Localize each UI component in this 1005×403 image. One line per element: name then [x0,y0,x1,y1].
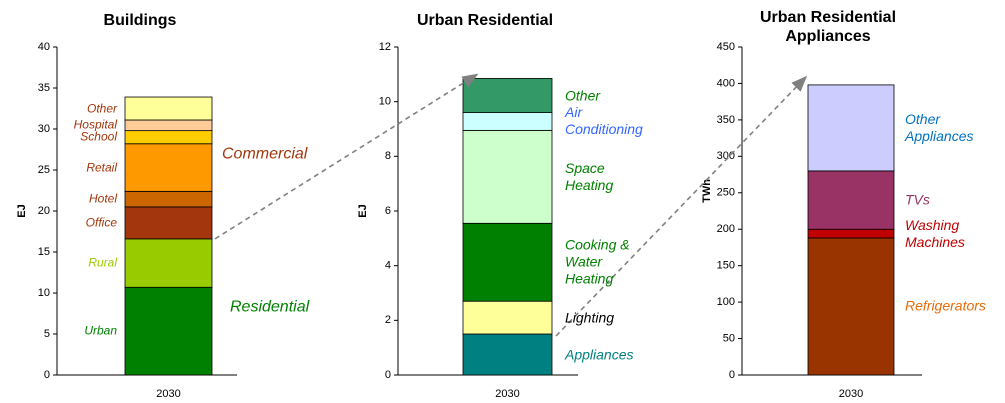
y-tick-label: 8 [385,150,391,162]
segment-label: Refrigerators [905,297,986,314]
y-tick-label: 0 [385,369,391,381]
y-tick-label: 4 [385,260,391,272]
connector-arrow [214,73,479,240]
bar-segment [807,84,895,172]
segment-label: Other [565,87,601,104]
segment-label: Office [85,215,117,230]
bar-segment [124,96,213,121]
bar-segment [462,78,553,114]
y-tick-label: 40 [38,41,50,53]
bar-segment [462,300,553,335]
chart-title: Buildings [103,12,177,29]
segment-label: Air Conditioning [565,104,643,138]
segment-label: Appliances [565,346,634,362]
bar-segment [462,333,553,376]
y-tick-label: 400 [717,77,735,89]
y-tick-label: 50 [723,332,735,344]
segment-label: Hotel [88,191,117,206]
segment-label: Washing Machines [905,216,965,250]
group-label: Commercial [222,145,308,163]
x-tick-label: 2030 [156,388,180,400]
y-tick-label: 35 [38,82,50,94]
segment-label: Cooking & Water Heating [565,236,630,287]
connector-arrow [555,75,808,337]
y-tick-label: 10 [38,287,50,299]
y-tick-label: 30 [38,123,50,135]
segment-label: Lighting [565,309,615,326]
y-tick-label: 15 [38,246,50,258]
y-axis-label: EJ [357,204,369,217]
segment-label: Retail [86,160,117,175]
bar-segment [462,112,553,131]
y-tick-label: 200 [717,223,735,235]
bar-segment [124,286,213,376]
y-tick-label: 150 [717,260,735,272]
segment-label: Rural [88,255,117,270]
segment-label: Urban [84,323,117,338]
bar-segment [462,129,553,224]
segment-label: TVs [905,191,930,208]
bar-segment [124,119,213,132]
y-tick-label: 2 [385,314,391,326]
y-tick-label: 350 [717,114,735,126]
y-tick-label: 450 [717,41,735,53]
bar-segment [124,190,213,208]
y-tick-label: 25 [38,164,50,176]
y-tick-label: 6 [385,205,391,217]
y-axis-label: TWh [701,179,713,203]
bar-segment [124,206,213,240]
group-label: Residential [230,298,310,316]
segment-label: Other [86,101,117,115]
bar-segment [124,130,213,145]
y-tick-label: 250 [717,187,735,199]
y-tick-label: 0 [44,369,50,381]
bar-segment [807,237,895,376]
bar-segment [807,170,895,230]
y-tick-label: 12 [379,41,391,53]
segment-label: Space Heating [565,159,614,193]
segment-label: School [80,129,117,144]
y-axis-label: EJ [16,204,28,217]
x-tick-label: 2030 [495,388,519,400]
segment-label: Other Appliances [905,110,974,144]
y-tick-label: 0 [729,369,735,381]
bar-segment [807,228,895,239]
y-tick-label: 100 [717,296,735,308]
segment-label: Hospital [73,117,117,132]
y-tick-label: 300 [717,150,735,162]
y-tick-label: 20 [38,205,50,217]
bar-segment [462,222,553,302]
chart-title: Urban Residential [416,12,554,29]
bar-segment [124,143,213,192]
chart-title: Urban Residential Appliances [759,9,897,45]
x-tick-label: 2030 [839,388,863,400]
y-tick-label: 10 [379,96,391,108]
bar-segment [124,238,213,288]
y-tick-label: 5 [44,328,50,340]
